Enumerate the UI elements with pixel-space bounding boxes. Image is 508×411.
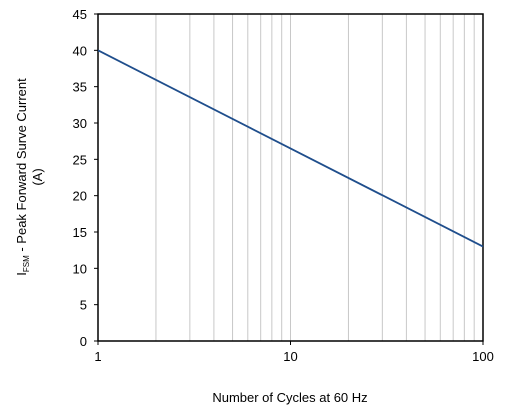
x-axis-label: Number of Cycles at 60 Hz <box>212 390 367 405</box>
y-tick-label: 15 <box>73 225 87 240</box>
y-axis-label-line1: - Peak Forward Surve Current <box>14 78 29 255</box>
y-tick-label: 45 <box>73 7 87 22</box>
x-tick-label: 100 <box>472 349 494 364</box>
y-tick-label: 0 <box>80 334 87 349</box>
y-tick-label: 10 <box>73 261 87 276</box>
y-axis-label: IFSM - Peak Forward Surve Current (A) <box>14 78 45 276</box>
series-layer <box>97 49 484 248</box>
y-tick-label: 40 <box>73 43 87 58</box>
x-tick-label: 1 <box>94 349 101 364</box>
grid <box>155 14 475 341</box>
y-axis-label-line2: (A) <box>30 168 45 185</box>
y-tick-label: 20 <box>73 189 87 204</box>
x-tick-label: 10 <box>283 349 297 364</box>
svg-text:IFSM - Peak Forward Surve Curr: IFSM - Peak Forward Surve Current <box>14 78 31 276</box>
y-tick-label: 25 <box>73 152 87 167</box>
y-axis-label-symbol: I <box>14 272 29 276</box>
y-axis-label-subscript: FSM <box>22 255 31 272</box>
x-tick-labels: 1 10 100 <box>94 341 494 364</box>
series-line <box>97 49 484 248</box>
y-tick-label: 5 <box>80 298 87 313</box>
y-tick-label: 35 <box>73 80 87 95</box>
y-tick-labels: 0 5 10 15 20 25 30 35 40 45 <box>73 7 98 349</box>
y-tick-label: 30 <box>73 116 87 131</box>
